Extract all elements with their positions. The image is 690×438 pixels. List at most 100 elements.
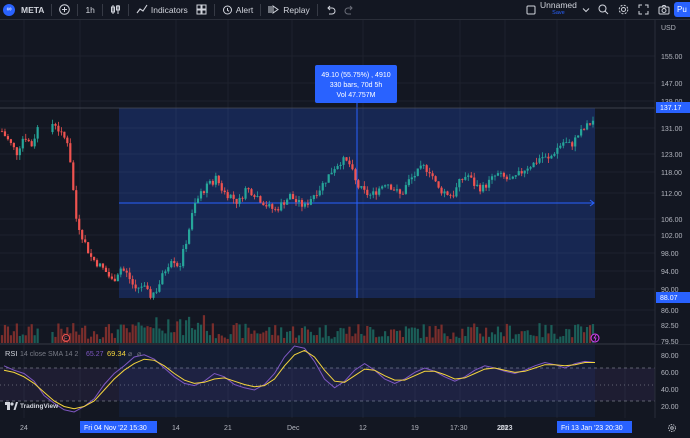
price-axis-ticks: 155.00 147.00 139.00 131.00 123.00 118.00 112.… <box>661 54 683 346</box>
fullscreen-button[interactable] <box>634 0 653 20</box>
volume-bar <box>375 337 378 343</box>
candle-body <box>312 195 315 200</box>
volume-bar <box>250 333 253 343</box>
tradingview-logo[interactable]: TradingView <box>5 402 58 410</box>
rsi-hidden-icon[interactable]: ⌀ <box>137 351 141 358</box>
chart-settings-button[interactable] <box>668 424 676 432</box>
candle-body <box>479 184 482 192</box>
volume-bar <box>199 324 203 343</box>
volume-bar <box>158 328 161 343</box>
candle-body <box>482 184 485 192</box>
candle-body <box>410 177 413 180</box>
volume-bar <box>288 331 292 343</box>
chart-type-button[interactable] <box>106 0 125 20</box>
candle-body <box>280 202 283 211</box>
interval-button[interactable]: 1h <box>85 4 95 15</box>
chevron-down-icon <box>582 7 590 12</box>
undo-button[interactable] <box>321 0 340 20</box>
tradingview-logo-text: TradingView <box>20 402 59 410</box>
candle-body <box>416 168 419 176</box>
volume-bar <box>283 337 286 343</box>
toolbar-divider <box>101 3 103 16</box>
rsi-label[interactable]: RSI <box>5 349 18 358</box>
volume-bar <box>12 331 15 343</box>
volume-bar <box>107 324 111 343</box>
alert-button[interactable]: Alert <box>218 0 257 20</box>
measure-range-box[interactable] <box>119 108 595 298</box>
candle-body <box>428 172 431 174</box>
candle-body <box>487 179 491 188</box>
volume-bar <box>345 333 348 343</box>
candle-body <box>384 185 387 187</box>
price-tick-label: 86.00 <box>661 308 679 315</box>
snapshot-button[interactable] <box>654 0 674 20</box>
candle-body <box>568 142 571 144</box>
candle-body <box>300 200 304 207</box>
publish-button[interactable]: Pu <box>674 2 690 17</box>
candle-body <box>110 276 113 279</box>
quick-search-button[interactable] <box>594 0 613 20</box>
volume-bar <box>51 331 54 343</box>
flash-marker-icon[interactable] <box>590 333 600 343</box>
candle-body <box>431 173 434 177</box>
candle-body <box>345 157 348 161</box>
candle-body <box>517 171 520 176</box>
layout-name-button[interactable]: Unnamed Save <box>540 1 577 17</box>
candle-body <box>514 175 517 177</box>
candle-body <box>36 127 39 139</box>
volume-bar <box>315 335 318 343</box>
rsi-tick-label: 40.00 <box>661 387 679 394</box>
candle-body <box>437 181 440 188</box>
volume-bar <box>205 330 209 343</box>
candle-body <box>131 279 134 285</box>
layout-name: Unnamed <box>540 0 577 10</box>
volume-bar <box>577 324 580 343</box>
price-axis-currency[interactable]: USD <box>661 25 676 32</box>
volume-bar <box>502 336 506 343</box>
candle-body <box>511 176 514 179</box>
candle-body <box>81 229 84 240</box>
camera-icon <box>658 5 670 15</box>
volume-bar <box>318 327 321 343</box>
volume-bar <box>559 336 562 343</box>
volume-bar <box>72 323 75 343</box>
volume-bar <box>113 337 116 343</box>
layout-templates-button[interactable] <box>192 0 211 20</box>
volume-bar <box>354 333 357 343</box>
candle-body <box>529 167 532 169</box>
candle-body <box>386 184 390 186</box>
candle-body <box>51 123 54 133</box>
redo-button[interactable] <box>340 0 359 20</box>
alert-label: Alert <box>235 4 254 15</box>
symbol-logo-icon[interactable]: ∞ <box>3 3 15 16</box>
volume-bar <box>232 325 235 343</box>
settings-button[interactable] <box>614 0 633 20</box>
volume-bar <box>30 324 33 343</box>
volume-bar <box>36 328 39 343</box>
volume-bar <box>550 325 553 343</box>
candle-body <box>92 256 96 261</box>
compare-symbol-button[interactable] <box>55 0 74 20</box>
replay-button[interactable]: Replay <box>264 0 313 20</box>
candle-body <box>470 175 473 178</box>
candle-body <box>193 203 197 214</box>
layout-checkbox[interactable] <box>522 0 540 20</box>
time-tick-label: 21 <box>224 425 232 432</box>
rsi-visibility-icon[interactable]: ⌀ <box>128 351 132 358</box>
volume-bar <box>229 334 232 343</box>
volume-bar <box>588 325 592 343</box>
candle-body <box>170 261 173 268</box>
candle-body <box>535 162 538 164</box>
volume-bar <box>54 336 57 343</box>
volume-bar <box>342 328 345 343</box>
price-axis[interactable] <box>655 20 690 344</box>
candle-body <box>458 179 461 188</box>
volume-bar <box>544 324 547 343</box>
indicators-button[interactable]: Indicators <box>132 0 192 20</box>
candle-body <box>372 191 375 195</box>
layout-menu-button[interactable] <box>578 0 594 20</box>
range-end-time-badge <box>557 421 632 433</box>
earnings-marker-icon[interactable] <box>62 334 70 342</box>
symbol-search-button[interactable]: META <box>21 4 45 15</box>
